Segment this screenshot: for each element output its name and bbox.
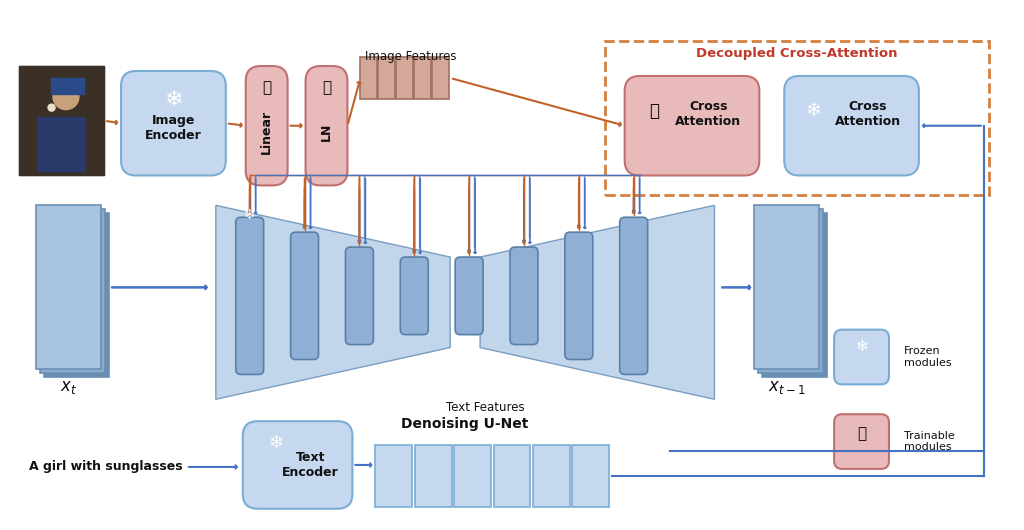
- Text: ❄: ❄: [164, 90, 182, 110]
- FancyBboxPatch shape: [415, 57, 431, 99]
- FancyBboxPatch shape: [360, 57, 378, 99]
- FancyBboxPatch shape: [620, 217, 647, 374]
- FancyBboxPatch shape: [759, 209, 823, 374]
- Text: 🔥: 🔥: [857, 427, 866, 441]
- FancyBboxPatch shape: [565, 232, 593, 359]
- FancyBboxPatch shape: [376, 445, 413, 507]
- Polygon shape: [51, 78, 84, 94]
- Text: A girl with sunglasses: A girl with sunglasses: [30, 461, 183, 473]
- FancyBboxPatch shape: [37, 117, 86, 172]
- Text: ❄: ❄: [806, 101, 822, 120]
- Text: Denoising U-Net: Denoising U-Net: [401, 417, 528, 431]
- FancyBboxPatch shape: [784, 76, 919, 175]
- FancyBboxPatch shape: [835, 330, 889, 384]
- FancyBboxPatch shape: [755, 205, 819, 369]
- FancyBboxPatch shape: [121, 71, 225, 175]
- Text: Cross
Attention: Cross Attention: [835, 100, 901, 128]
- FancyBboxPatch shape: [291, 232, 318, 359]
- FancyBboxPatch shape: [494, 445, 530, 507]
- Text: Image Features: Image Features: [365, 50, 456, 63]
- Text: ❄: ❄: [268, 434, 284, 452]
- FancyBboxPatch shape: [835, 414, 889, 469]
- FancyBboxPatch shape: [455, 445, 492, 507]
- Circle shape: [53, 84, 79, 110]
- Text: Trainable
modules: Trainable modules: [904, 431, 954, 453]
- Polygon shape: [216, 205, 451, 399]
- FancyBboxPatch shape: [378, 57, 395, 99]
- Text: 🔥: 🔥: [322, 80, 331, 95]
- Text: $x_{t-1}$: $x_{t-1}$: [768, 378, 806, 396]
- FancyBboxPatch shape: [40, 209, 105, 374]
- FancyBboxPatch shape: [400, 257, 428, 334]
- FancyBboxPatch shape: [19, 66, 104, 175]
- FancyBboxPatch shape: [236, 217, 263, 374]
- Text: $x_t$: $x_t$: [60, 378, 77, 396]
- FancyBboxPatch shape: [36, 205, 101, 369]
- Circle shape: [48, 104, 55, 111]
- FancyBboxPatch shape: [305, 66, 347, 186]
- FancyBboxPatch shape: [432, 57, 450, 99]
- FancyBboxPatch shape: [243, 421, 352, 509]
- Text: Text
Encoder: Text Encoder: [283, 451, 339, 479]
- FancyBboxPatch shape: [415, 445, 452, 507]
- Text: Cross
Attention: Cross Attention: [675, 100, 741, 128]
- FancyBboxPatch shape: [455, 257, 483, 334]
- Text: Text Features: Text Features: [445, 401, 524, 414]
- Text: Image
Encoder: Image Encoder: [145, 114, 202, 143]
- Text: 🔥: 🔥: [262, 80, 271, 95]
- FancyBboxPatch shape: [572, 445, 609, 507]
- Text: Linear: Linear: [260, 110, 273, 154]
- FancyBboxPatch shape: [625, 76, 760, 175]
- FancyBboxPatch shape: [345, 247, 374, 344]
- FancyBboxPatch shape: [396, 57, 414, 99]
- FancyBboxPatch shape: [532, 445, 569, 507]
- Text: Decoupled Cross-Attention: Decoupled Cross-Attention: [696, 47, 897, 59]
- Text: LN: LN: [321, 122, 333, 141]
- Text: 🔥: 🔥: [649, 102, 659, 120]
- FancyBboxPatch shape: [246, 66, 288, 186]
- Text: ❄: ❄: [244, 208, 256, 222]
- Text: Frozen
modules: Frozen modules: [904, 346, 951, 368]
- Bar: [19, 66, 104, 175]
- Text: ❄: ❄: [855, 339, 868, 354]
- FancyBboxPatch shape: [510, 247, 538, 344]
- Polygon shape: [480, 205, 715, 399]
- FancyBboxPatch shape: [762, 213, 827, 377]
- FancyBboxPatch shape: [44, 213, 110, 377]
